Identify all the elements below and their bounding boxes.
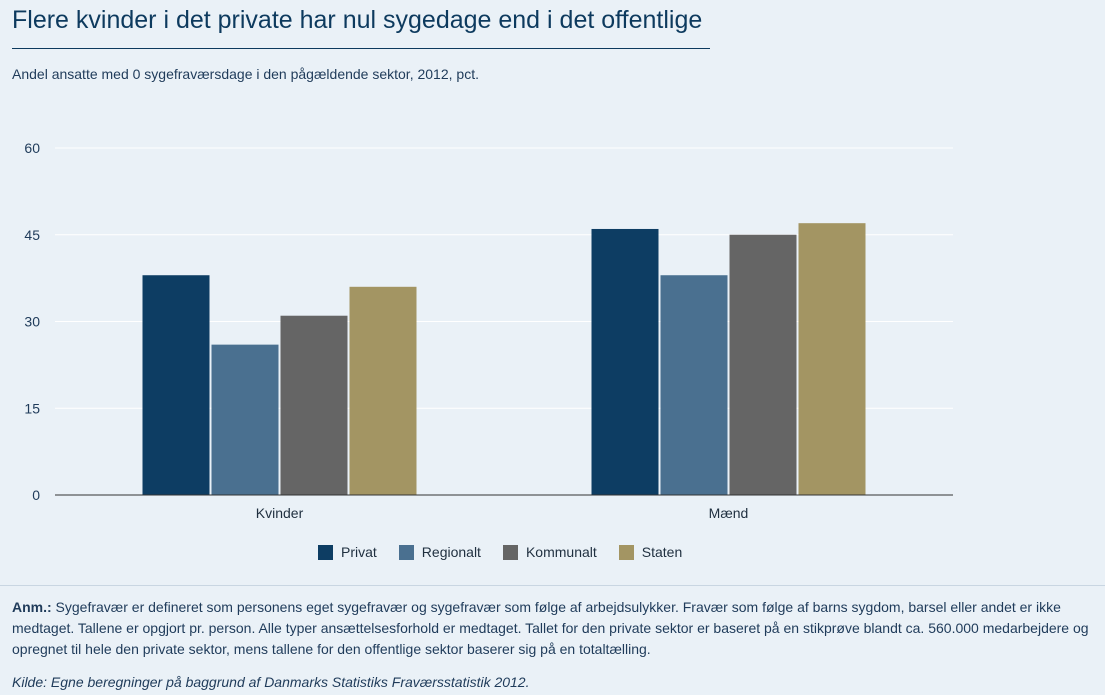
bar-regionalt-0 bbox=[211, 344, 279, 495]
footer-divider bbox=[0, 585, 1105, 586]
legend-label: Staten bbox=[641, 544, 683, 560]
title-underline bbox=[12, 48, 710, 49]
legend-swatch bbox=[318, 544, 333, 560]
y-tick-label: 15 bbox=[24, 400, 40, 416]
bars bbox=[142, 223, 866, 495]
y-tick-label: 60 bbox=[24, 140, 40, 156]
legend-item: Kommunalt bbox=[502, 544, 597, 560]
y-tick-label: 45 bbox=[24, 227, 40, 243]
bar-privat-1 bbox=[591, 228, 659, 495]
x-category-label: Mænd bbox=[709, 505, 749, 521]
bar-kommunalt-1 bbox=[729, 234, 797, 495]
footnote-label: Anm.: bbox=[12, 599, 52, 615]
footnote: Anm.: Sygefravær er defineret som person… bbox=[12, 597, 1100, 660]
bar-kommunalt-0 bbox=[280, 315, 348, 495]
legend-swatch bbox=[618, 544, 634, 560]
bar-staten-0 bbox=[349, 286, 417, 495]
legend: Privat Regionalt Kommunalt Staten bbox=[318, 544, 682, 560]
legend-label: Regionalt bbox=[421, 544, 481, 560]
legend-item: Privat bbox=[318, 544, 377, 560]
y-tick-labels: 0 15 30 45 60 bbox=[24, 140, 40, 503]
legend-item: Staten bbox=[618, 544, 683, 560]
source-line: Kilde: Egne beregninger på baggrund af D… bbox=[12, 674, 530, 690]
chart-subtitle: Andel ansatte med 0 sygefraværsdage i de… bbox=[12, 66, 479, 82]
bar-privat-0 bbox=[142, 275, 210, 495]
footnote-text: Sygefravær er defineret som personens eg… bbox=[12, 599, 1089, 657]
bar-chart: 0 15 30 45 60 Kvinder Mænd bbox=[24, 140, 953, 521]
bar-regionalt-1 bbox=[660, 275, 728, 495]
legend-swatch bbox=[398, 544, 414, 560]
bar-staten-1 bbox=[798, 223, 866, 495]
legend-swatch bbox=[502, 544, 518, 560]
y-tick-label: 30 bbox=[24, 314, 40, 330]
x-category-labels: Kvinder Mænd bbox=[256, 505, 749, 521]
chart-title: Flere kvinder i det private har nul syge… bbox=[12, 6, 703, 34]
x-category-label: Kvinder bbox=[256, 505, 304, 521]
legend-label: Kommunalt bbox=[525, 544, 597, 560]
y-tick-label: 0 bbox=[32, 487, 40, 503]
legend-label: Privat bbox=[341, 544, 377, 560]
legend-item: Regionalt bbox=[398, 544, 481, 560]
